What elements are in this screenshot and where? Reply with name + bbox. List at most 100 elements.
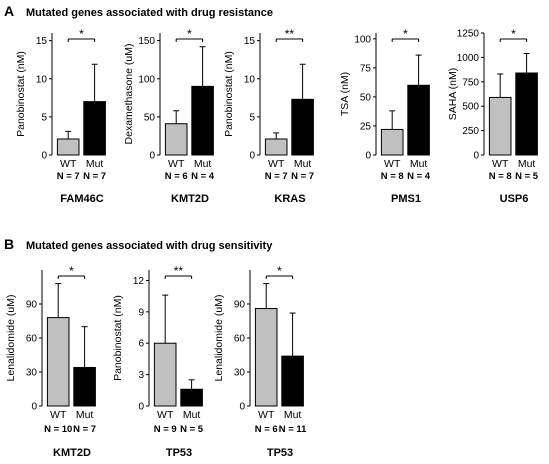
significance-label: * [403, 27, 408, 41]
y-tick-label: 75 [360, 63, 372, 74]
y-tick-label: 10 [244, 74, 256, 85]
y-axis-label: SAHA (nM) [447, 68, 459, 121]
category-label: Mut [183, 409, 201, 421]
sample-size-label: N = 5 [515, 171, 539, 182]
y-tick-label: 0 [239, 402, 245, 413]
y-tick-label: 1000 [457, 53, 480, 64]
y-tick-label: 6 [138, 339, 144, 350]
y-tick-label: 0 [365, 151, 371, 162]
y-tick-label: 1250 [457, 29, 480, 40]
panel-a-letter: A [4, 3, 14, 19]
y-tick-label: 30 [234, 368, 246, 379]
y-tick-label: 50 [144, 112, 156, 123]
y-axis-label: Panobinostat (nM) [112, 295, 124, 381]
sample-size-label: N = 7 [73, 424, 96, 435]
bar-mut [515, 72, 538, 156]
y-axis-label: Dexamethasone (uM) [123, 44, 135, 145]
category-label: WT [157, 409, 174, 421]
y-tick-label: 90 [234, 300, 246, 311]
sample-size-label: N = 7 [57, 171, 80, 182]
gene-label: TP53 [267, 447, 293, 459]
sample-size-label: N = 6 [165, 171, 188, 182]
y-tick-label: 15 [36, 36, 48, 47]
y-tick-label: 750 [462, 77, 479, 88]
gene-label: KMT2D [53, 447, 91, 459]
significance-label: * [277, 264, 282, 278]
sample-size-label: N = 7 [291, 171, 314, 182]
sample-size-label: N = 6 [255, 424, 278, 435]
bar-wt [56, 138, 80, 156]
panel-b-letter: B [4, 236, 14, 252]
category-label: Mut [194, 158, 212, 170]
bar-wt [46, 317, 70, 407]
y-axis-label: Lenalidomide (uM) [5, 295, 17, 382]
bar-mut [73, 366, 96, 407]
bar-mut [407, 84, 430, 156]
y-tick-label: 90 [26, 300, 38, 311]
y-tick-label: 3 [138, 370, 144, 381]
gene-label: KRAS [274, 193, 305, 205]
significance-label: * [511, 27, 516, 41]
y-tick-label: 9 [138, 307, 144, 318]
y-tick-label: 100 [138, 74, 155, 85]
y-tick-label: 12 [133, 276, 145, 287]
y-tick-label: 5 [41, 112, 47, 123]
y-tick-label: 0 [249, 151, 255, 162]
bar-mut [180, 388, 203, 407]
bar-mut [291, 98, 314, 156]
significance-label: ** [285, 27, 295, 41]
y-tick-label: 15 [244, 36, 256, 47]
category-label: Mut [86, 158, 104, 170]
y-tick-label: 25 [360, 121, 372, 132]
sample-size-label: N = 11 [279, 424, 307, 435]
sample-size-label: N = 8 [489, 171, 512, 182]
sample-size-label: N = 7 [265, 171, 288, 182]
significance-label: * [187, 27, 192, 41]
y-tick-label: 250 [462, 126, 479, 137]
significance-label: ** [174, 264, 184, 278]
sample-size-label: N = 5 [180, 424, 204, 435]
y-tick-label: 60 [234, 334, 246, 345]
category-label: WT [168, 158, 185, 170]
category-label: Mut [284, 409, 302, 421]
bar-mut [191, 85, 214, 156]
y-tick-label: 500 [462, 102, 479, 113]
y-tick-label: 0 [473, 151, 479, 162]
category-label: Mut [76, 409, 94, 421]
y-tick-label: 30 [26, 368, 38, 379]
gene-label: USP6 [500, 193, 529, 205]
gene-label: TP53 [166, 447, 192, 459]
gene-label: KMT2D [171, 193, 209, 205]
y-tick-label: 5 [249, 112, 255, 123]
y-tick-label: 0 [41, 151, 47, 162]
y-tick-label: 0 [31, 402, 37, 413]
significance-label: * [79, 27, 84, 41]
gene-label: PMS1 [391, 193, 421, 205]
y-axis-label: Panobinostat (nM) [223, 51, 235, 137]
y-tick-label: 100 [354, 34, 371, 45]
panel-a-title: Mutated genes associated with drug resis… [26, 7, 273, 19]
y-tick-label: 50 [360, 92, 372, 103]
sample-size-label: N = 4 [407, 171, 431, 182]
category-label: WT [50, 409, 67, 421]
category-label: Mut [410, 158, 428, 170]
chart-8: 0 30 60 90 Lenalidomide (uM) WT N = 6 Mut N = 11… [213, 264, 307, 459]
bar-wt [380, 128, 404, 156]
bar-wt [153, 342, 177, 407]
sample-size-label: N = 9 [154, 424, 177, 435]
gene-label: FAM46C [60, 193, 103, 205]
sample-size-label: N = 8 [381, 171, 404, 182]
bar-wt [254, 308, 278, 407]
sample-size-label: N = 4 [191, 171, 215, 182]
y-axis-label: TSA (nM) [339, 72, 351, 116]
significance-label: * [69, 264, 74, 278]
bar-mut [281, 355, 304, 407]
category-label: WT [60, 158, 77, 170]
